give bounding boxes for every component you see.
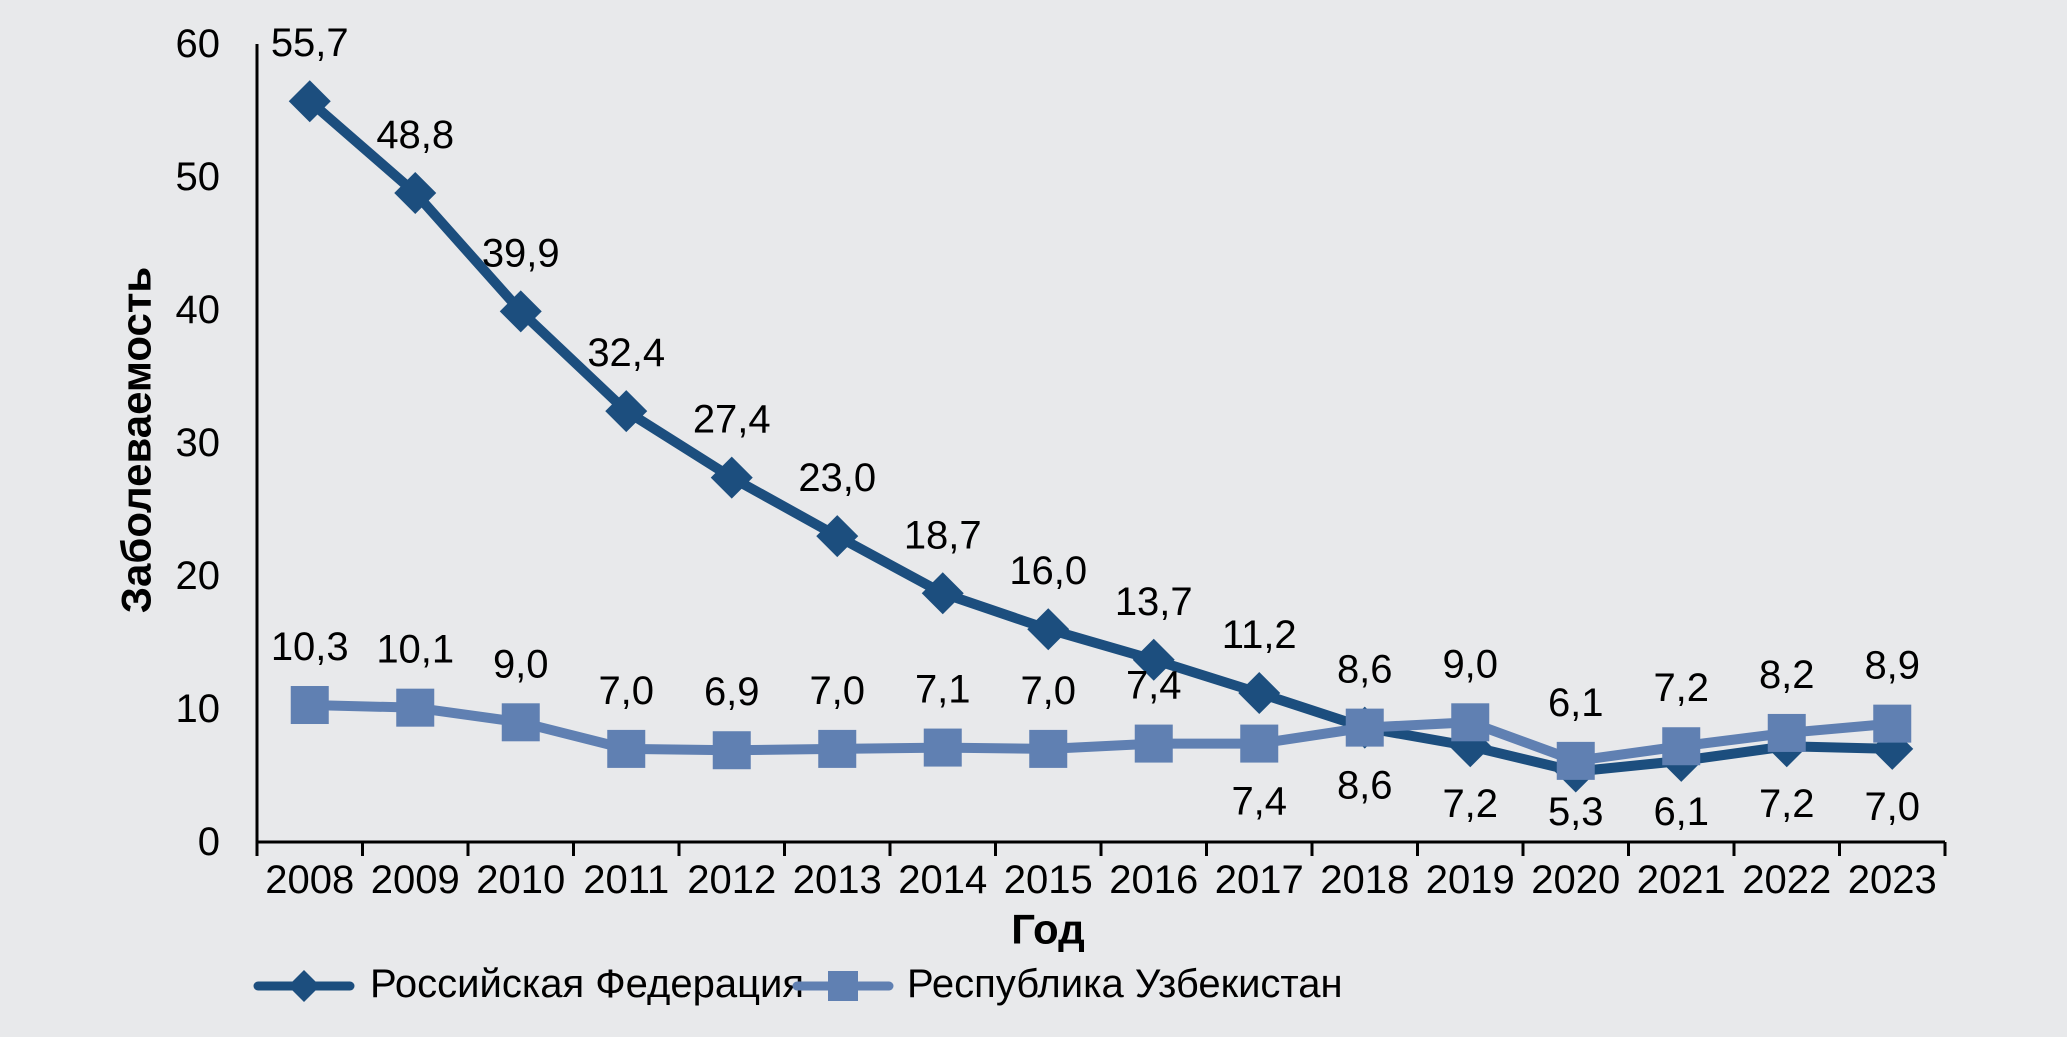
data-label-uz-2008: 10,3 (271, 625, 349, 669)
marker-diamond-2009 (394, 171, 437, 214)
x-category-label-2019: 2019 (1426, 858, 1515, 902)
marker-square-2011 (607, 729, 646, 768)
data-label-rf-2009: 48,8 (376, 113, 454, 157)
data-label-rf-2020: 5,3 (1548, 790, 1604, 834)
x-category-label-2011: 2011 (583, 858, 669, 902)
marker-diamond-2008 (288, 80, 331, 123)
marker-square-2019 (1451, 703, 1490, 742)
marker-diamond-2013 (816, 515, 859, 558)
data-label-rf-2010: 39,9 (482, 231, 560, 275)
marker-diamond-2011 (605, 390, 648, 433)
data-label-rf-2022: 7,2 (1759, 782, 1815, 826)
x-category-label-2016: 2016 (1109, 858, 1198, 902)
data-labels-uz: 10,3 10,1 9,0 7,0 6,9 7,0 7,1 7,0 7,4 7,4 8,6 9,0 6,… (271, 625, 1920, 824)
data-label-rf-2013: 23,0 (798, 456, 876, 500)
data-label-uz-2013: 7,0 (809, 669, 865, 713)
data-label-uz-2018: 8,6 (1337, 764, 1393, 808)
data-label-rf-2014: 18,7 (904, 513, 982, 557)
x-category-label-2017: 2017 (1215, 858, 1304, 902)
legend-label-rf: Российская Федерация (370, 962, 804, 1006)
legend-label-uz: Республика Узбекистан (907, 962, 1343, 1006)
legend-marker-diamond (288, 970, 320, 1002)
data-label-rf-2018: 8,6 (1337, 648, 1393, 692)
marker-diamond-2014 (921, 572, 964, 615)
marker-diamond-2012 (710, 456, 753, 499)
x-category-label-2023: 2023 (1848, 858, 1937, 902)
y-tick-label-40: 40 (176, 288, 221, 332)
data-label-uz-2011: 7,0 (598, 669, 654, 713)
data-label-uz-2015: 7,0 (1020, 669, 1076, 713)
x-category-label-2013: 2013 (793, 858, 882, 902)
y-tick-label-60: 60 (176, 22, 221, 66)
data-label-rf-2012: 27,4 (693, 398, 771, 442)
marker-square-2022 (1767, 713, 1806, 752)
data-label-rf-2023: 7,0 (1864, 785, 1920, 829)
legend-item-rf: Российская Федерация (253, 962, 804, 1006)
data-labels-rf: 55,7 48,8 39,9 32,4 27,4 23,0 18,7 16,0 13,7 11,2… (271, 21, 1920, 834)
marker-square-2020 (1556, 741, 1595, 780)
legend: Российская Федерация Республика Узбекиста… (253, 962, 1343, 1006)
marker-square-2017 (1240, 724, 1279, 763)
x-category-label-2022: 2022 (1742, 858, 1831, 902)
data-label-rf-2019: 7,2 (1442, 782, 1498, 826)
x-category-label-2020: 2020 (1531, 858, 1620, 902)
data-label-rf-2021: 6,1 (1653, 790, 1709, 834)
x-category-label-2018: 2018 (1320, 858, 1409, 902)
x-category-label-2014: 2014 (898, 858, 987, 902)
marker-diamond-2015 (1027, 608, 1070, 651)
y-tick-label-10: 10 (176, 687, 221, 731)
y-axis-title: Заболеваемость (113, 267, 160, 614)
data-label-uz-2017: 7,4 (1231, 780, 1287, 824)
legend-marker-square (828, 971, 858, 1001)
y-tick-label-0: 0 (198, 820, 220, 864)
marker-diamond-2016 (1132, 638, 1175, 681)
y-tick-label-20: 20 (176, 554, 221, 598)
marker-square-2012 (712, 731, 751, 770)
data-label-uz-2022: 8,2 (1759, 653, 1815, 697)
x-category-label-2010: 2010 (476, 858, 565, 902)
data-label-uz-2016: 7,4 (1126, 664, 1182, 708)
marker-square-2014 (923, 728, 962, 767)
y-tick-label-50: 50 (176, 155, 221, 199)
y-tick-label-30: 30 (176, 421, 221, 465)
data-label-uz-2020: 6,1 (1548, 681, 1604, 725)
data-label-rf-2011: 32,4 (587, 331, 665, 375)
x-category-label-2021: 2021 (1637, 858, 1726, 902)
data-label-rf-2016: 13,7 (1115, 580, 1193, 624)
marker-square-2023 (1873, 704, 1912, 743)
data-label-uz-2012: 6,9 (704, 670, 760, 714)
marker-square-2008 (290, 686, 329, 725)
data-label-uz-2014: 7,1 (915, 668, 971, 712)
marker-square-2015 (1029, 729, 1068, 768)
marker-square-2013 (818, 729, 857, 768)
data-label-uz-2009: 10,1 (376, 628, 454, 672)
marker-square-2016 (1134, 724, 1173, 763)
series-line-rf (304, 96, 1898, 777)
series-uz (290, 686, 1912, 780)
legend-item-uz: Республика Узбекистан (792, 962, 1343, 1006)
series-line-uz (304, 700, 1898, 766)
data-label-rf-2015: 16,0 (1009, 549, 1087, 593)
marker-square-2009 (396, 688, 435, 727)
data-label-uz-2021: 7,2 (1653, 666, 1709, 710)
marker-diamond-2010 (499, 290, 542, 333)
x-category-label-2008: 2008 (265, 858, 354, 902)
x-category-label-2009: 2009 (371, 858, 460, 902)
marker-square-2018 (1345, 708, 1384, 747)
x-axis-title: Год (1011, 906, 1084, 953)
marker-square-2021 (1662, 727, 1701, 766)
data-label-uz-2023: 8,9 (1864, 644, 1920, 688)
x-category-label-2012: 2012 (687, 858, 776, 902)
data-label-uz-2010: 9,0 (493, 642, 549, 686)
data-label-rf-2008: 55,7 (271, 21, 349, 65)
data-label-rf-2017: 11,2 (1222, 613, 1297, 657)
marker-square-2010 (501, 703, 540, 742)
marker-diamond-2017 (1238, 672, 1281, 715)
x-category-label-2015: 2015 (1004, 858, 1093, 902)
data-label-uz-2019: 9,0 (1442, 642, 1498, 686)
